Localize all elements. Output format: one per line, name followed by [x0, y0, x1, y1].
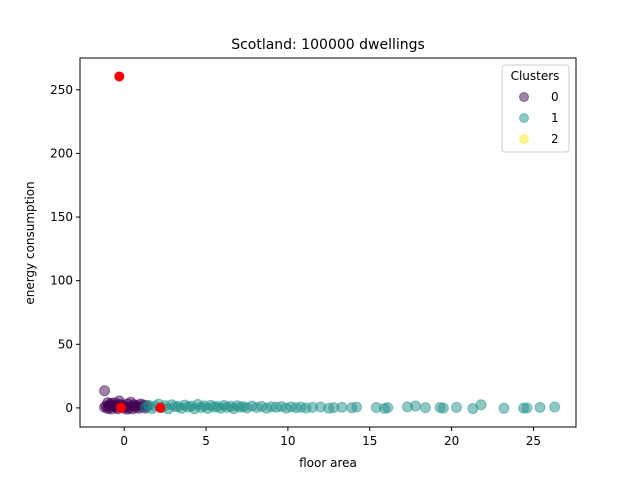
centroid-point [115, 402, 126, 413]
centroid-point [155, 402, 166, 413]
y-tick-label: 250 [50, 83, 73, 97]
chart-title: Scotland: 100000 dwellings [231, 37, 425, 53]
x-axis-label: floor area [299, 456, 357, 470]
data-point-cluster-1 [534, 401, 546, 413]
x-tick-label: 10 [280, 434, 295, 448]
data-point-cluster-1 [475, 399, 487, 411]
data-point-cluster-1 [498, 402, 510, 414]
data-point-cluster-1 [336, 401, 348, 413]
x-tick-label: 20 [444, 434, 459, 448]
legend-marker-2 [519, 134, 529, 144]
legend-title: Clusters [511, 69, 560, 83]
legend-marker-0 [519, 92, 529, 102]
legend: Clusters 0 1 2 [501, 64, 570, 153]
y-axis: 0 50 100 150 200 250 [50, 83, 80, 415]
x-tick-label: 5 [202, 434, 210, 448]
x-axis: 0 5 10 15 20 25 [120, 427, 541, 448]
data-point-cluster-1 [549, 401, 561, 413]
data-point-cluster-1 [410, 400, 422, 412]
legend-marker-1 [519, 113, 529, 123]
data-point-cluster-0 [99, 385, 111, 397]
x-tick-label: 0 [120, 434, 128, 448]
data-point-cluster-1 [437, 402, 449, 414]
centroid-layer [114, 71, 166, 413]
data-point-cluster-1 [451, 401, 463, 413]
y-tick-label: 100 [50, 274, 73, 288]
data-point-cluster-1 [521, 402, 533, 414]
y-tick-label: 200 [50, 146, 73, 160]
legend-label-0: 0 [551, 90, 559, 104]
data-point-cluster-1 [382, 402, 394, 414]
y-axis-label: energy consumption [23, 181, 37, 304]
y-tick-label: 150 [50, 210, 73, 224]
points-layer [99, 385, 561, 415]
x-tick-label: 15 [362, 434, 377, 448]
data-point-cluster-1 [419, 402, 431, 414]
plot-frame [79, 57, 577, 428]
x-tick-label: 25 [526, 434, 541, 448]
data-point-cluster-1 [351, 401, 363, 413]
legend-label-2: 2 [551, 132, 559, 146]
y-tick-label: 0 [65, 401, 73, 415]
data-point-cluster-0 [102, 397, 114, 409]
plot-area [80, 58, 576, 427]
legend-label-1: 1 [551, 111, 559, 125]
y-tick-label: 50 [58, 337, 73, 351]
centroid-point [114, 71, 125, 82]
legend-box [501, 64, 570, 153]
